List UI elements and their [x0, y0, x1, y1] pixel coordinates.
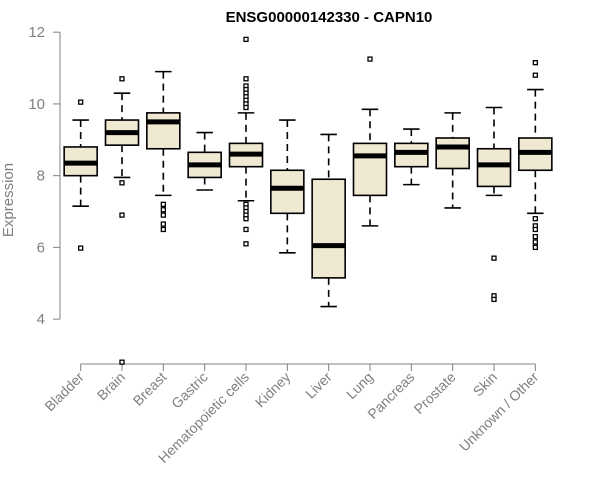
outlier-point: [160, 221, 166, 227]
outlier-point: [243, 76, 249, 82]
box-kidney: [270, 119, 305, 254]
box-iqr: [146, 112, 181, 150]
box-brain: [104, 76, 140, 365]
x-tick-label: Skin: [470, 369, 501, 400]
box-liver: [311, 133, 346, 308]
box-series: [63, 36, 553, 365]
x-tick-label: Lung: [343, 369, 376, 402]
box-prostate: [435, 112, 470, 209]
outlier-point: [78, 99, 84, 105]
outlier-point: [119, 359, 125, 365]
box-hematopoietic-cells: [228, 36, 264, 247]
outlier-point: [532, 233, 538, 240]
y-axis-label: Expression: [0, 163, 17, 237]
outlier-point: [491, 255, 497, 261]
box-iqr: [476, 147, 512, 188]
outlier-point: [160, 207, 166, 213]
outlier-point: [532, 216, 538, 222]
outlier-point: [119, 76, 125, 82]
x-tick-label: Breast: [130, 369, 170, 409]
box-breast: [146, 70, 181, 233]
x-tick-label: Prostate: [411, 369, 459, 417]
y-tick-label: 4: [37, 311, 45, 328]
box-iqr: [352, 142, 388, 197]
y-tick-label: 12: [28, 24, 45, 41]
outlier-point: [119, 180, 125, 186]
x-tick-label: Brain: [94, 369, 128, 403]
box-bladder: [63, 99, 98, 251]
box-pancreas: [394, 128, 429, 186]
outlier-point: [243, 216, 249, 222]
outlier-point: [532, 244, 538, 251]
x-tick-label: Liver: [302, 369, 335, 402]
y-tick-label: 6: [37, 239, 45, 256]
box-iqr: [270, 169, 305, 215]
outlier-point: [119, 212, 125, 218]
outlier-point: [532, 239, 538, 245]
box-iqr: [435, 137, 470, 170]
outlier-point: [78, 245, 84, 251]
outlier-point: [243, 241, 249, 247]
box-iqr: [311, 178, 346, 279]
box-unknown-other: [518, 60, 553, 251]
box-skin: [476, 106, 512, 303]
outlier-point: [243, 36, 249, 42]
y-axis: 4 6 8 10 12: [28, 24, 61, 328]
outlier-point: [491, 296, 497, 303]
outlier-point: [367, 56, 373, 62]
outlier-point: [160, 212, 166, 218]
y-tick-label: 10: [28, 96, 45, 113]
chart-title: ENSG00000142330 - CAPN10: [226, 9, 433, 26]
x-tick-label: Bladder: [41, 369, 87, 415]
outlier-point: [532, 72, 538, 78]
outlier-point: [160, 201, 166, 207]
outlier-point: [243, 226, 249, 233]
outlier-point: [532, 226, 538, 233]
outlier-point: [532, 60, 538, 66]
outlier-point: [243, 104, 249, 111]
box-iqr: [394, 142, 429, 168]
box-lung: [352, 56, 388, 227]
outlier-point: [160, 226, 166, 233]
y-tick-label: 8: [37, 168, 45, 185]
x-tick-label: Kidney: [252, 369, 294, 411]
box-gastric: [187, 131, 222, 191]
